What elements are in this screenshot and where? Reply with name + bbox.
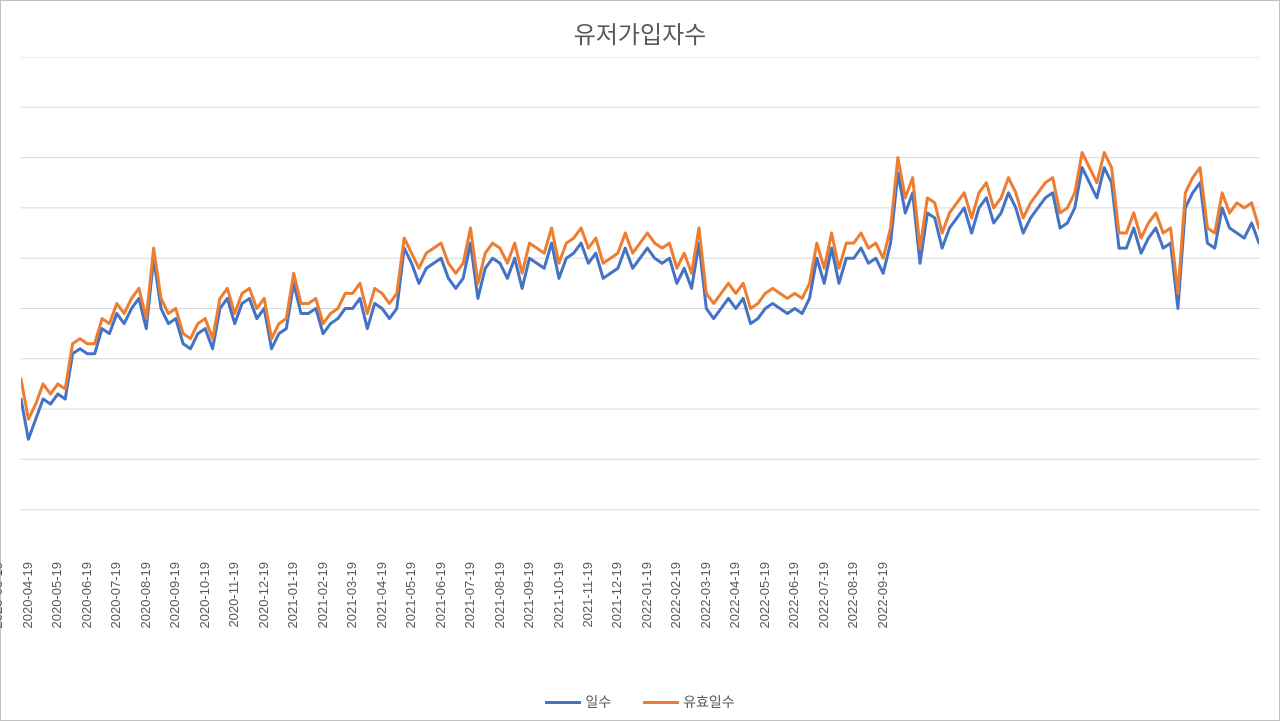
legend-label-series-1: 일수 [585, 692, 611, 712]
legend-swatch-series-2 [643, 701, 679, 704]
x-axis-tick-label: 2022-09-19 [875, 562, 995, 629]
plot-area [21, 57, 1259, 560]
legend-label-series-2: 유효일수 [683, 692, 735, 712]
chart-frame: 유저가입자수 2020-02-192020-03-192020-04-19202… [0, 0, 1280, 721]
legend-swatch-series-1 [545, 701, 581, 704]
chart-legend: 일수 유효일수 [1, 691, 1279, 713]
x-axis-labels: 2020-02-192020-03-192020-04-192020-05-19… [21, 562, 1259, 682]
line-chart-svg [21, 57, 1259, 560]
legend-item-series-2: 유효일수 [643, 692, 735, 712]
legend-item-series-1: 일수 [545, 692, 611, 712]
chart-title: 유저가입자수 [1, 15, 1279, 50]
